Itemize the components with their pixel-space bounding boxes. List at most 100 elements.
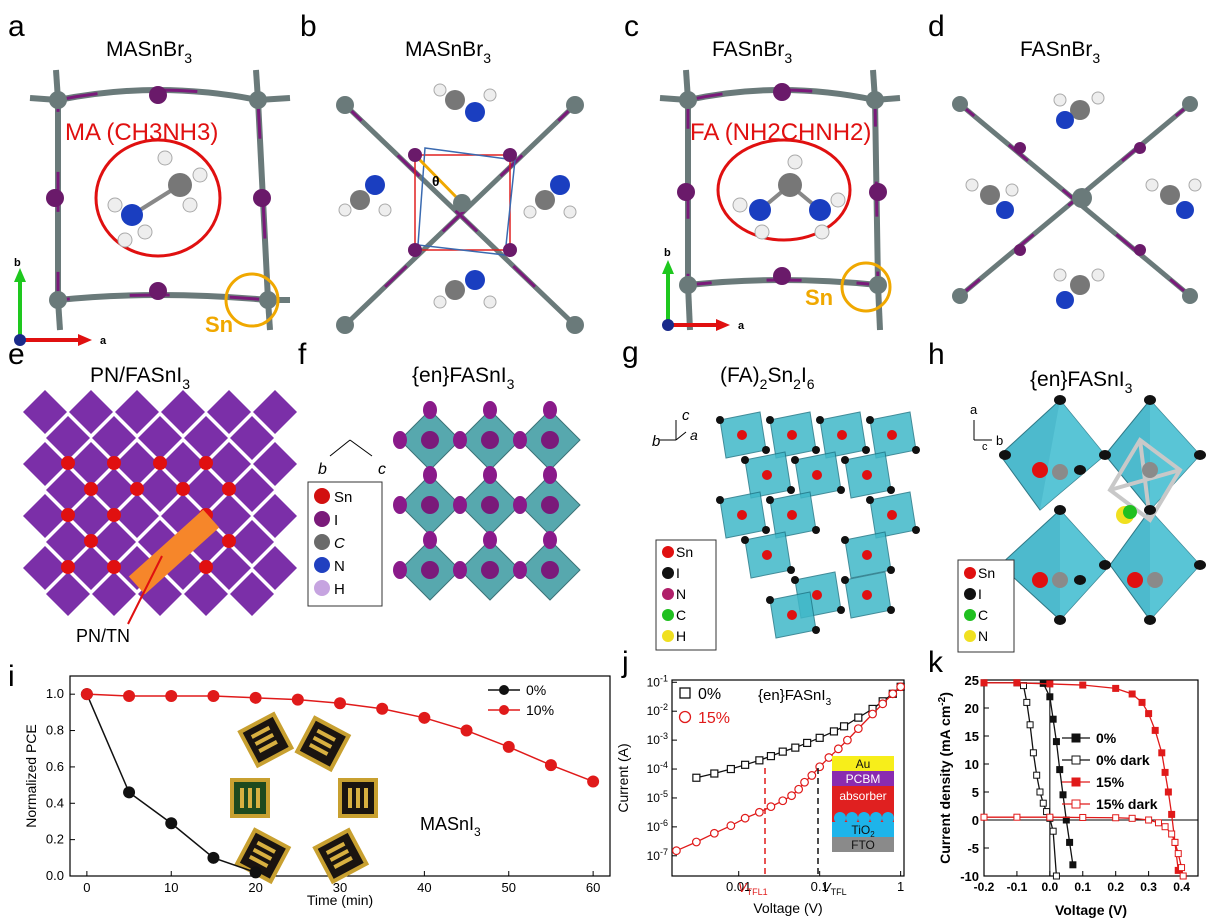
x-tick-label: 0.0 bbox=[1042, 880, 1059, 894]
vtfl-label: VTFL bbox=[822, 880, 847, 897]
stack-layer bbox=[832, 756, 894, 771]
sn-label: Sn bbox=[205, 312, 233, 337]
i-atom bbox=[841, 576, 849, 584]
data-point bbox=[791, 743, 800, 752]
i-atom bbox=[483, 531, 497, 549]
x-axis-label-k: Voltage (V) bbox=[1055, 902, 1127, 918]
svg-text:FASnBr3: FASnBr3 bbox=[1020, 38, 1100, 66]
i-atom bbox=[841, 456, 849, 464]
data-point bbox=[1151, 726, 1159, 734]
svg-text:MASnBr3: MASnBr3 bbox=[405, 38, 491, 66]
diamond bbox=[23, 390, 67, 434]
legend-marker bbox=[499, 685, 509, 695]
octahedra-h bbox=[999, 395, 1206, 625]
x-tick-label: 0.4 bbox=[1173, 880, 1190, 894]
cation-dot bbox=[222, 534, 236, 548]
data-point bbox=[980, 679, 988, 687]
i-atom bbox=[791, 576, 799, 584]
panel-letter-i: i bbox=[8, 660, 15, 693]
particle bbox=[870, 812, 882, 824]
y-tick-label: 5 bbox=[972, 785, 979, 800]
data-point bbox=[1161, 823, 1169, 831]
x-tick-label: 20 bbox=[248, 880, 262, 895]
data-point bbox=[766, 752, 776, 761]
panel-b: b MASnBr3 θ bbox=[300, 10, 584, 334]
svg-text:b: b bbox=[664, 247, 671, 259]
data-point bbox=[1138, 698, 1146, 706]
particle bbox=[834, 812, 846, 824]
sn-atom bbox=[812, 470, 822, 480]
panel-a-title: MASnBr bbox=[106, 38, 184, 61]
data-point bbox=[896, 682, 906, 692]
diamond bbox=[92, 468, 136, 512]
svg-text:{en}FASnI3: {en}FASnI3 bbox=[412, 364, 515, 392]
data-point bbox=[291, 693, 304, 706]
sn-atom bbox=[421, 496, 439, 514]
i-atom bbox=[513, 431, 527, 449]
i-atom bbox=[741, 536, 749, 544]
y-tick-label: 1.0 bbox=[46, 686, 64, 701]
data-point bbox=[1161, 768, 1169, 776]
stack-layer bbox=[832, 822, 894, 837]
i-atom bbox=[543, 531, 557, 549]
legend-swatch bbox=[314, 534, 330, 550]
y-tick-label: 10-3 bbox=[647, 731, 668, 747]
data-point bbox=[1039, 799, 1047, 807]
data-point bbox=[691, 837, 701, 847]
y-tick-label: 10 bbox=[965, 757, 979, 772]
i-atom bbox=[453, 561, 467, 579]
data-point bbox=[1079, 813, 1087, 821]
data-point bbox=[692, 773, 701, 782]
x-tick-label: 0.01 bbox=[726, 879, 751, 894]
svg-text:a: a bbox=[970, 402, 978, 417]
diamond bbox=[207, 442, 251, 486]
legend-swatch bbox=[662, 630, 674, 642]
data-point bbox=[800, 777, 809, 787]
i-atom bbox=[393, 561, 407, 579]
panel-k: k -0.2 -0.1 0.0 0.1 0.2 0.3 0.4 -10 -5 0 5 10 15 20 25… bbox=[928, 646, 1199, 918]
i-atom bbox=[543, 401, 557, 419]
diamond bbox=[253, 546, 297, 590]
legend-label: C bbox=[334, 535, 345, 552]
legend-label: 0% bbox=[1096, 730, 1117, 746]
data-point bbox=[1052, 738, 1060, 746]
y-tick-label: 10-5 bbox=[647, 789, 668, 805]
i-atom bbox=[887, 486, 895, 494]
legend-label: 15% bbox=[698, 710, 730, 727]
legend-label: C bbox=[676, 607, 686, 623]
sn-atom bbox=[887, 510, 897, 520]
y-tick-label: 15 bbox=[965, 729, 979, 744]
cation-dot bbox=[222, 482, 236, 496]
sn-atom bbox=[812, 590, 822, 600]
diamond-lattice bbox=[23, 390, 297, 616]
x-tick-label: 0.3 bbox=[1140, 880, 1157, 894]
series-line bbox=[984, 816, 1184, 877]
y-tick-label: 10-2 bbox=[647, 702, 668, 718]
fa-molecules-d bbox=[965, 91, 1202, 309]
i-atom bbox=[766, 496, 774, 504]
diamond bbox=[230, 468, 274, 512]
diamond bbox=[253, 390, 297, 434]
data-point bbox=[672, 846, 681, 856]
i-atom bbox=[787, 486, 795, 494]
cation-dot bbox=[199, 456, 213, 470]
diamond bbox=[115, 494, 159, 538]
svg-text:FASnBr3: FASnBr3 bbox=[712, 38, 792, 66]
i-atom bbox=[866, 496, 874, 504]
diamond bbox=[161, 390, 205, 434]
diamond bbox=[253, 442, 297, 486]
panel-j: j 0.01 0.1 1 10-7 10-6 10-5 10-4 10-3 10-2 10-1 0… bbox=[615, 646, 906, 916]
data-point bbox=[544, 759, 557, 772]
legend-label: Sn bbox=[978, 565, 995, 581]
y-axis-label-i: Normalized PCE bbox=[23, 724, 39, 827]
legend-label: H bbox=[334, 581, 345, 598]
svg-text:PN/FASnI3: PN/FASnI3 bbox=[90, 364, 190, 392]
diamond bbox=[92, 520, 136, 564]
data-point bbox=[207, 690, 220, 702]
diamond bbox=[23, 546, 67, 590]
legend-swatch bbox=[314, 511, 330, 527]
sn-atom bbox=[541, 561, 559, 579]
i-atom bbox=[841, 536, 849, 544]
